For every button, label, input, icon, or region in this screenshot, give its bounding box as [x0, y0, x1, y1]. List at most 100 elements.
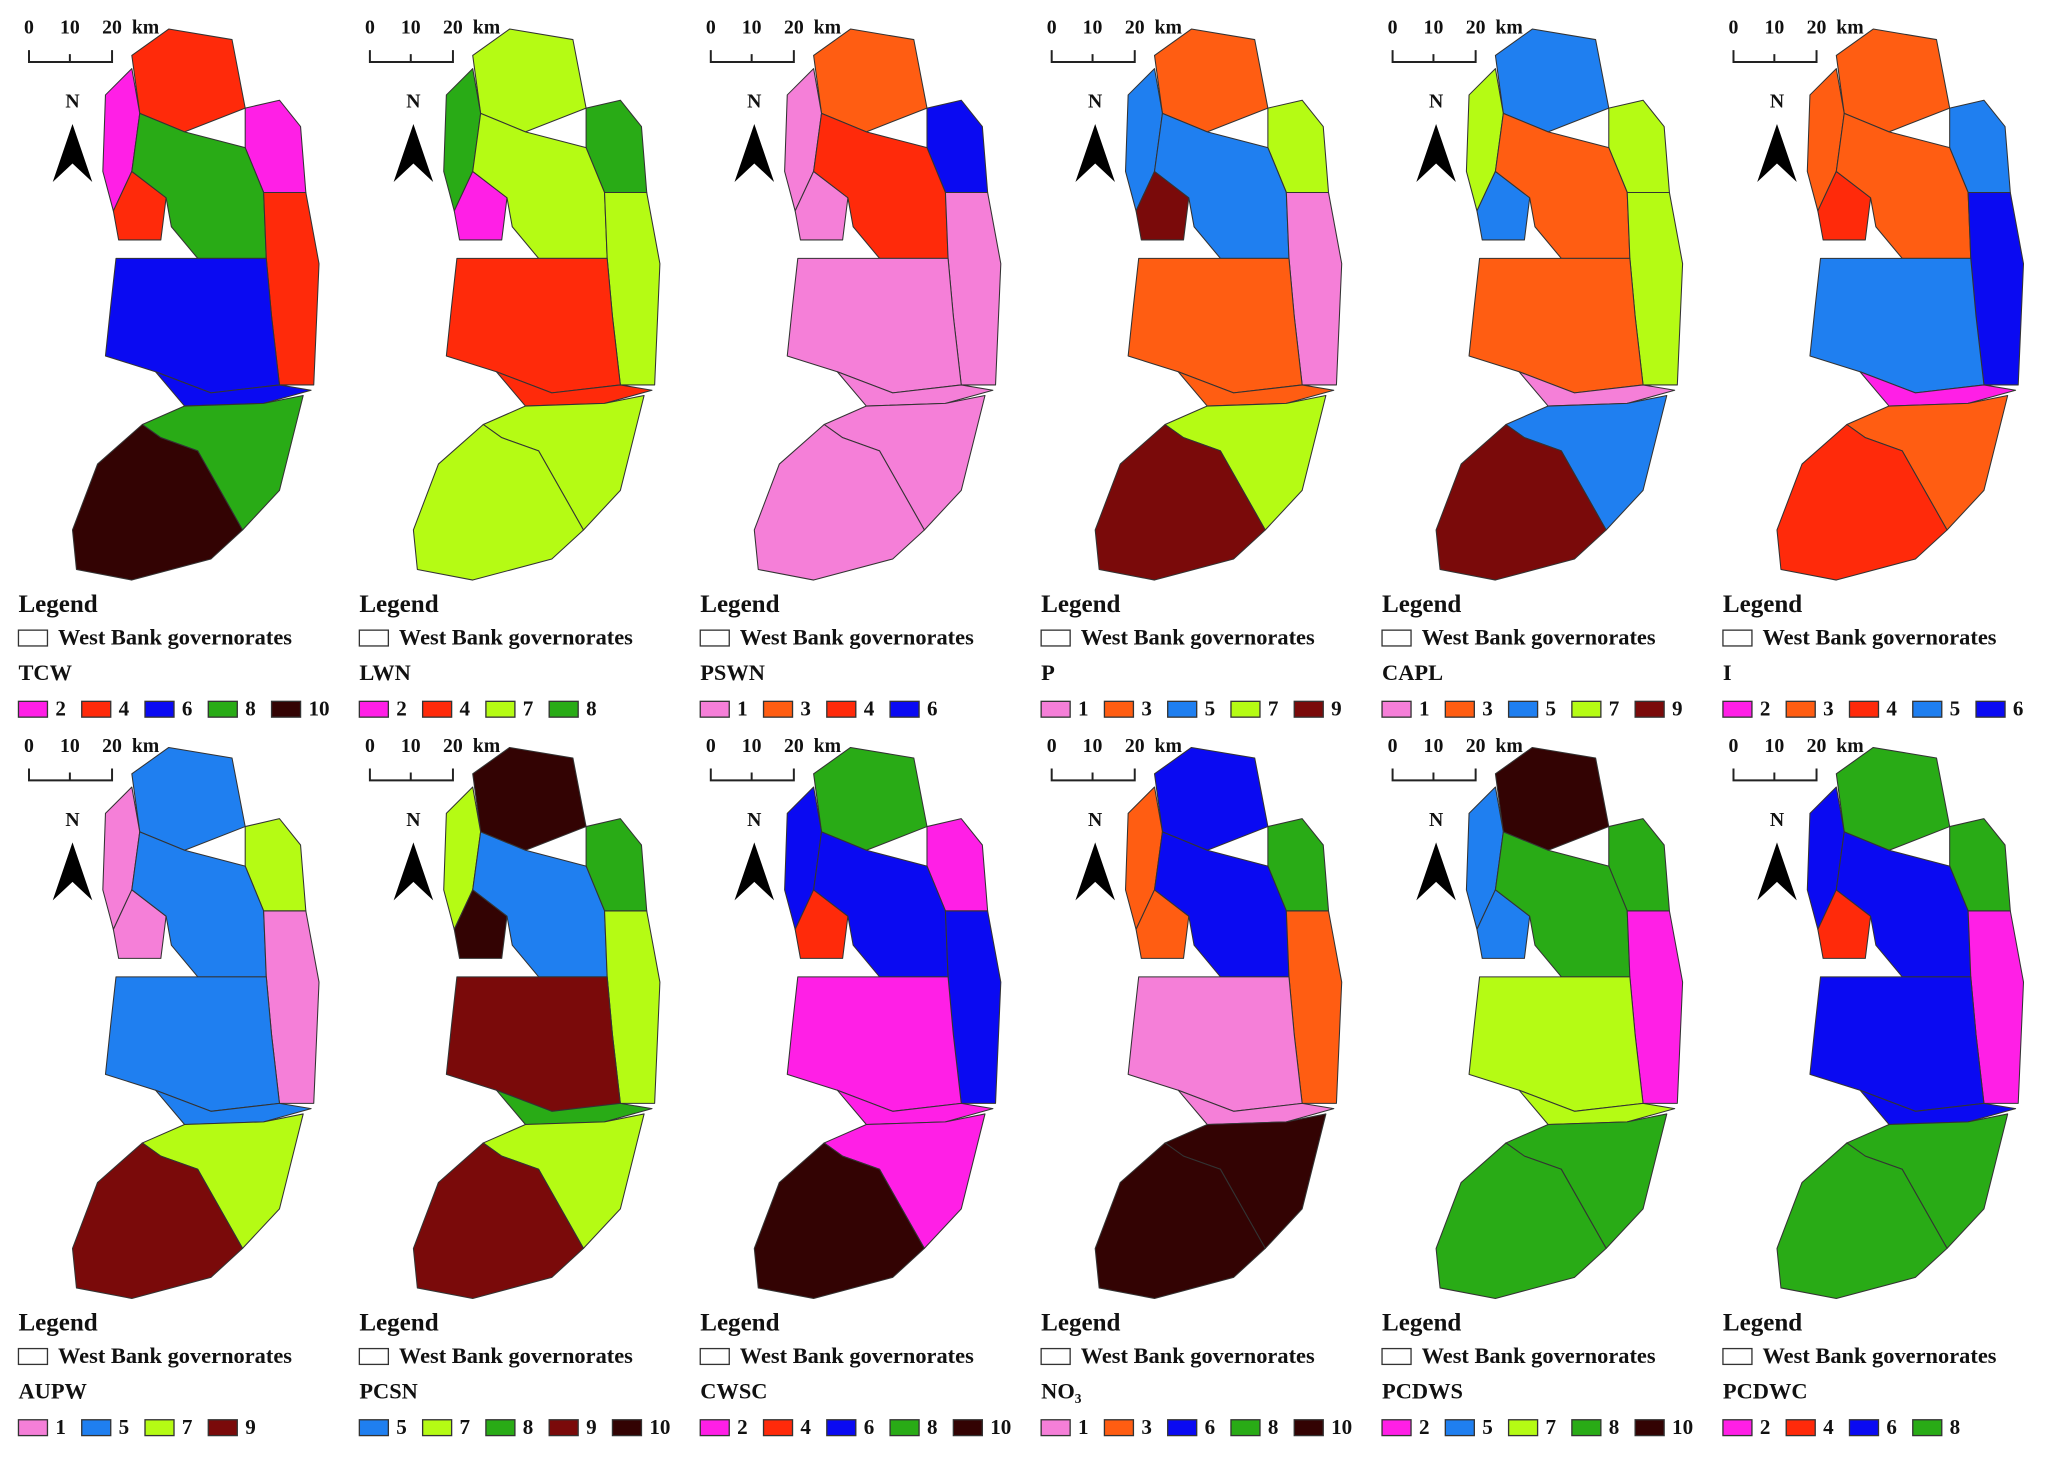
- class-label: 4: [1823, 1415, 1834, 1439]
- scale-unit: km: [1836, 735, 1864, 757]
- class-label: 8: [245, 696, 256, 720]
- layer-label: West Bank governorates: [740, 625, 974, 650]
- north-arrow: [52, 123, 93, 182]
- class-swatch: [762, 700, 794, 718]
- north-arrow: [393, 123, 434, 182]
- north-arrow: [1757, 123, 1797, 182]
- class-label: 5: [1205, 696, 1216, 720]
- class-swatch: [1848, 1419, 1880, 1437]
- class-label: 1: [1078, 1415, 1089, 1439]
- class-swatch: [144, 1419, 175, 1437]
- scale-unit: km: [473, 735, 501, 757]
- class-swatch: [270, 700, 302, 718]
- north-arrow: [734, 123, 775, 182]
- scale-label: 20: [1807, 735, 1827, 757]
- governorate: [1468, 257, 1644, 394]
- class-label: 7: [1609, 696, 1620, 720]
- governorate: [753, 1142, 925, 1300]
- north-arrow: [734, 842, 775, 901]
- class-label: 1: [1078, 696, 1089, 720]
- governorate: [472, 746, 587, 851]
- north-label: N: [65, 90, 80, 112]
- class-swatch: [1785, 700, 1816, 718]
- class-label: 9: [1331, 696, 1342, 720]
- class-swatch: [1912, 700, 1943, 718]
- variable-name: PCDWS: [1382, 1379, 1463, 1404]
- class-swatch: [826, 700, 857, 718]
- scale-label: 10: [401, 17, 421, 39]
- governorate: [1817, 170, 1872, 241]
- class-label: 8: [586, 696, 597, 720]
- governorate: [1835, 746, 1951, 851]
- governorate: [71, 423, 244, 581]
- governorate: [1435, 423, 1607, 581]
- class-swatch: [1507, 700, 1539, 718]
- layer-swatch: [1381, 629, 1412, 647]
- class-swatch: [1040, 700, 1071, 718]
- governorate: [453, 170, 508, 241]
- layer-label: West Bank governorates: [58, 625, 292, 650]
- north-label: N: [1088, 90, 1103, 112]
- class-label: 10: [1331, 1415, 1352, 1439]
- class-swatch: [485, 1419, 516, 1437]
- legend-title: Legend: [700, 591, 779, 618]
- class-label: 5: [1482, 1415, 1493, 1439]
- governorate: [1135, 889, 1190, 959]
- scale-label: 10: [742, 17, 762, 39]
- variable-name: CWSC: [700, 1379, 767, 1404]
- map-panel: 0 10 20 km N Legend West Bank governorates CWSC…: [699, 735, 1011, 1439]
- governorate: [1809, 257, 1985, 394]
- scale-label: 20: [102, 735, 122, 757]
- legend-title: Legend: [1382, 1310, 1461, 1337]
- north-arrow: [1075, 123, 1115, 182]
- scale-label: 20: [1807, 17, 1827, 39]
- map-panel: 0 10 20 km N Legend West Bank governorates P1 3 5…: [1040, 17, 1343, 720]
- scale-bar: [28, 768, 114, 782]
- governorate: [1127, 976, 1303, 1112]
- map-panel: 0 10 20 km N Legend West Bank governorates I 2 3 4…: [1722, 17, 2025, 720]
- class-label: 2: [1760, 696, 1771, 720]
- layer-label: West Bank governorates: [399, 1343, 633, 1368]
- map-panel: 0 10 20 km N Legend West Bank governorates PSWN…: [699, 17, 1002, 720]
- class-swatch: [611, 1419, 643, 1437]
- governorate: [813, 28, 928, 133]
- variable-name: PCDWC: [1723, 1379, 1808, 1404]
- class-swatch: [1167, 700, 1198, 718]
- governorate: [412, 1142, 584, 1300]
- layer-label: West Bank governorates: [1081, 1343, 1315, 1368]
- class-swatch: [1167, 1419, 1198, 1437]
- class-label: 7: [182, 1415, 193, 1439]
- class-label: 2: [1760, 1415, 1771, 1439]
- class-swatch: [1848, 700, 1880, 718]
- class-label: 3: [1823, 696, 1834, 720]
- class-swatch: [1230, 1419, 1261, 1437]
- governorate: [1153, 28, 1269, 133]
- class-swatch: [889, 700, 920, 718]
- governorate: [753, 423, 925, 581]
- scale-label: 0: [1388, 735, 1398, 757]
- variable-name: AUPW: [18, 1379, 87, 1404]
- class-swatch: [1293, 1419, 1324, 1437]
- class-label: 5: [1546, 696, 1557, 720]
- governorate: [1835, 28, 1951, 133]
- class-swatch: [81, 700, 112, 718]
- class-label: 6: [182, 696, 193, 720]
- map-panel: 0 10 20 km N Legend West Bank governorates AUPW…: [17, 735, 320, 1439]
- north-arrow: [1416, 842, 1456, 901]
- class-label: 2: [396, 696, 407, 720]
- governorate: [131, 28, 246, 133]
- class-label: 8: [1609, 1415, 1620, 1439]
- scale-label: 10: [1764, 17, 1784, 39]
- scale-label: 0: [1047, 735, 1057, 757]
- legend-title: Legend: [1723, 591, 1802, 618]
- class-label: 10: [1672, 1415, 1693, 1439]
- governorate: [813, 746, 928, 851]
- class-swatch: [144, 700, 175, 718]
- class-label: 7: [1268, 696, 1279, 720]
- class-label: 3: [1482, 696, 1493, 720]
- governorate: [445, 257, 621, 394]
- class-label: 8: [523, 1415, 534, 1439]
- north-label: N: [65, 809, 80, 831]
- layer-swatch: [17, 629, 49, 647]
